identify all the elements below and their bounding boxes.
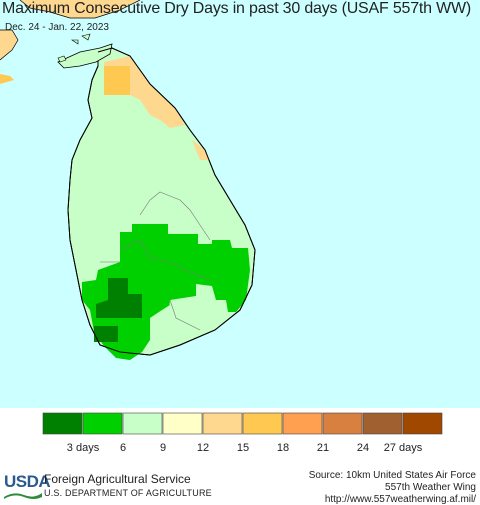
legend-label: 3 days: [67, 442, 100, 454]
legend-label: 18: [277, 442, 289, 454]
legend-labels: 3 days 6 9 12 15 18 21 24 27 days: [67, 442, 423, 454]
department-name: U.S. DEPARTMENT OF AGRICULTURE: [44, 488, 212, 498]
dark-green-zone-2: [94, 326, 118, 342]
legend-swatch: [242, 412, 283, 435]
agency-name: Foreign Agricultural Service: [44, 472, 191, 486]
footer: USDA Foreign Agricultural Service U.S. D…: [0, 466, 480, 505]
legend-swatch: [122, 412, 163, 435]
source-line-1: Source: 10km United States Air Force: [308, 470, 476, 481]
date-range: Dec. 24 - Jan. 22, 2023: [5, 22, 109, 33]
usda-logo: USDA: [4, 472, 51, 491]
light-patch: [168, 296, 214, 332]
legend-swatches: [42, 412, 443, 435]
page-title: Maximum Consecutive Dry Days in past 30 …: [2, 0, 472, 17]
legend-swatch: [282, 412, 323, 435]
legend-swatch: [42, 412, 83, 435]
central-green-zone: [82, 224, 250, 360]
east-peach-zone: [192, 140, 210, 160]
legend-label: 21: [317, 442, 329, 454]
usda-swoosh-icon: [4, 493, 42, 499]
legend-label: 6: [120, 442, 126, 454]
north-orange-zone: [104, 66, 130, 95]
dark-green-zone-1: [96, 278, 142, 318]
legend-swatch: [402, 412, 443, 435]
legend-label: 9: [160, 442, 166, 454]
jaffna-peninsula: [57, 43, 113, 69]
legend-swatch: [322, 412, 363, 435]
source-line-2: 557th Weather Wing: [385, 482, 476, 493]
source-url[interactable]: http://www.557weatherwing.af.mil/: [324, 494, 476, 505]
legend-swatch: [82, 412, 123, 435]
legend-swatch: [362, 412, 403, 435]
india-landmass: [0, 30, 18, 60]
legend-swatch: [162, 412, 203, 435]
legend-label: 12: [197, 442, 209, 454]
india-landmass-left: [0, 74, 14, 84]
legend-label: 27 days: [384, 442, 423, 454]
legend-label: 15: [237, 442, 249, 454]
legend-label: 24: [357, 442, 369, 454]
map: [0, 0, 480, 408]
legend-swatch: [202, 412, 243, 435]
india-landmass-north: [20, 0, 140, 18]
